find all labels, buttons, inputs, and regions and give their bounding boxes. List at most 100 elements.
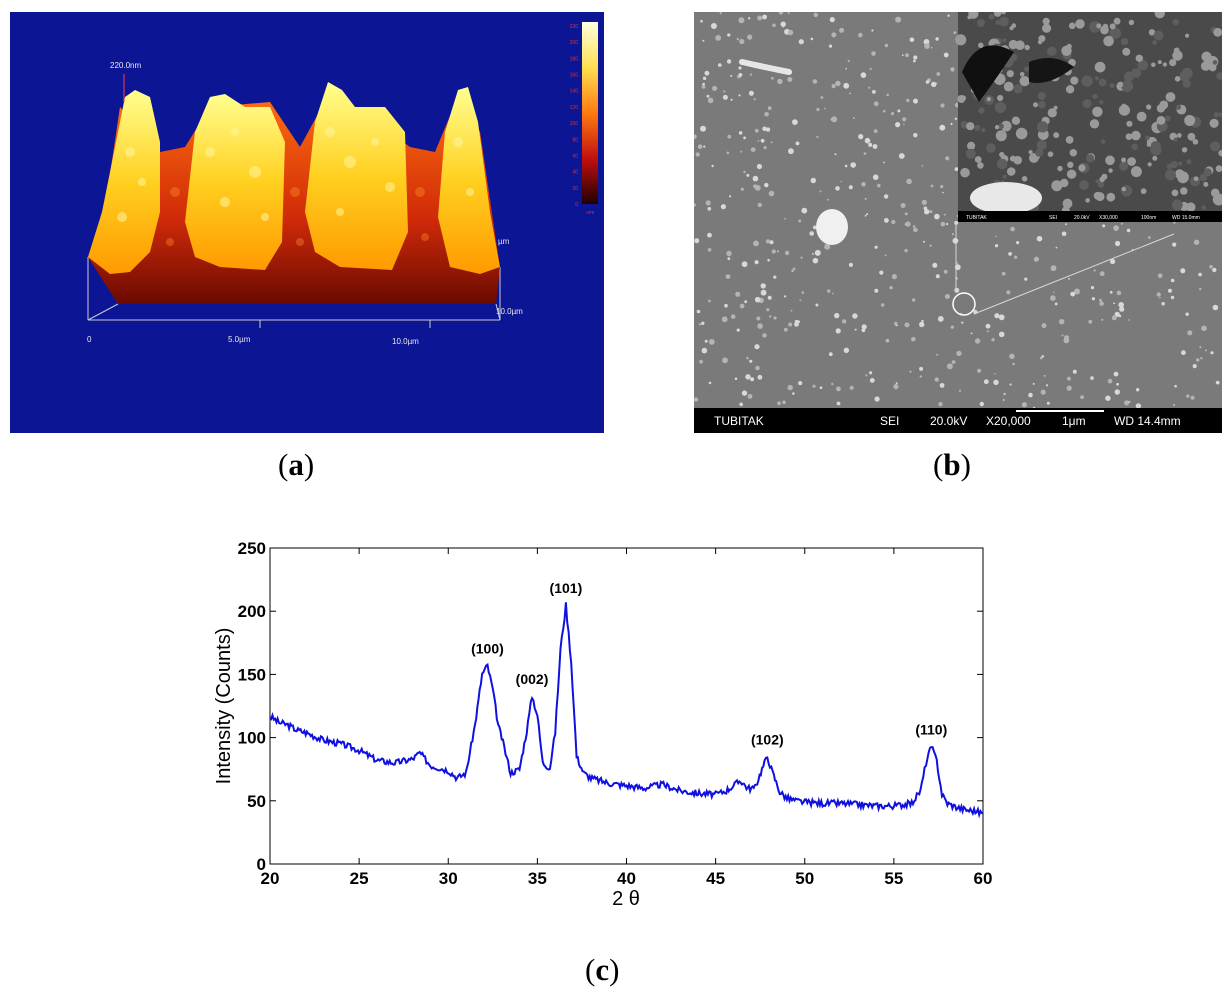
sem-particle (1032, 382, 1035, 385)
sem-particle (824, 243, 831, 250)
sem-particle (815, 303, 819, 307)
sem-inset-particle (1165, 169, 1176, 181)
sem-particle (873, 129, 878, 133)
sem-particle (850, 162, 856, 168)
sem-particle (747, 34, 753, 40)
sem-inset-particle (999, 151, 1005, 158)
sem-debris-rod (739, 59, 792, 75)
sem-particle (800, 256, 803, 259)
sem-inset-particle (1130, 166, 1142, 178)
sem-inset-particle (1060, 178, 1069, 188)
sem-highlight-circle (952, 292, 976, 316)
sem-particle (771, 76, 774, 80)
sem-particle (720, 204, 726, 210)
sem-particle (748, 90, 754, 96)
sem-inset-particle (1131, 130, 1141, 141)
sem-inset-particle (1174, 76, 1181, 82)
sem-particle (924, 43, 930, 49)
sem-particle (1147, 236, 1151, 239)
y-axis-ticks: 0 50 100 150 200 250 (238, 539, 983, 874)
sem-inset-kv: 20.0kV (1074, 215, 1090, 221)
sem-particle (906, 178, 912, 185)
sem-particle (991, 338, 995, 342)
sem-particle (852, 313, 858, 319)
sem-particle (812, 384, 816, 388)
sem-particle (1050, 265, 1057, 272)
sem-inset-particle (1081, 75, 1093, 87)
sem-inset-particle (1212, 193, 1222, 206)
sem-particle (1185, 312, 1189, 316)
sem-particle (1180, 268, 1186, 274)
sem-particle (872, 144, 878, 149)
sem-particle (1003, 392, 1006, 396)
afm-colorbar-tick: 0 (575, 202, 578, 208)
afm-surface-plot: 220.0nm 0 5.0µm 10.0µm 10.0µm µm 2202001… (87, 22, 598, 346)
sem-particle (1210, 351, 1214, 355)
sem-particle (946, 363, 953, 370)
sem-particle (707, 248, 712, 252)
sem-particle (861, 324, 867, 330)
sem-particle (1070, 291, 1076, 297)
x-tick-label: 35 (528, 869, 547, 888)
sem-particle (843, 347, 850, 353)
sem-inset-particle (1137, 59, 1149, 71)
sem-particle (777, 401, 781, 406)
sem-particle (865, 374, 868, 377)
sem-inset-particle (1037, 121, 1049, 133)
sem-particle (721, 316, 728, 323)
sem-particle (712, 85, 718, 91)
sem-particle (848, 262, 853, 267)
afm-ridge-4 (438, 87, 500, 274)
sem-particle (788, 148, 794, 155)
sem-particle (704, 70, 710, 76)
afm-colorbar-tick: 140 (570, 89, 579, 95)
sem-particle (706, 94, 710, 98)
sem-particle (935, 37, 939, 41)
sem-particle (700, 125, 706, 132)
sem-particle (995, 235, 997, 238)
sem-particle (718, 63, 722, 67)
sem-inset-particle (967, 15, 972, 20)
sem-inset-particle (1021, 176, 1028, 182)
sem-inset-particle (1019, 76, 1030, 87)
sem-inset-particle (1047, 46, 1057, 56)
sem-particle (810, 177, 816, 184)
sem-inset-particle (1042, 23, 1052, 33)
sem-particle (831, 84, 836, 89)
sem-particle (1107, 378, 1113, 384)
sem-particle (1159, 296, 1161, 299)
afm-colorbar-tick: 120 (570, 105, 579, 111)
sem-particle (738, 131, 743, 135)
sem-particle (798, 381, 803, 386)
sem-particle (970, 332, 973, 335)
sem-particle (701, 347, 708, 354)
sem-particle (1024, 277, 1028, 281)
sem-particle (753, 98, 756, 101)
afm-colorbar (582, 22, 598, 204)
sem-particle (725, 274, 731, 279)
sem-particle (1205, 349, 1207, 352)
y-axis-label: Intensity (Counts) (213, 628, 235, 785)
sem-particle (701, 85, 706, 89)
sem-inset-particle (1121, 157, 1127, 163)
sem-org-label: TUBITAK (714, 414, 764, 428)
sem-particle (707, 97, 714, 104)
sem-kv-label: 20.0kV (930, 414, 967, 428)
sem-inset-particle (1085, 198, 1090, 203)
sem-particle (998, 331, 1005, 338)
afm-colorbar-tick: 100 (570, 121, 579, 127)
sem-particle (1064, 335, 1069, 341)
sem-particle (792, 392, 795, 395)
sem-particle (839, 27, 845, 33)
sem-inset-particle (1047, 151, 1054, 157)
sem-particle (754, 128, 759, 133)
afm-colorbar-tick: 60 (572, 153, 578, 159)
xrd-chart-svg: 0 50 100 150 200 250 20 25 30 35 40 45 50 55 60 (100)… (213, 539, 992, 910)
sem-particle (1001, 271, 1006, 276)
x-tick-label: 45 (706, 869, 725, 888)
afm-ridge-2 (185, 94, 285, 270)
sem-particle (919, 321, 925, 328)
sem-particle (801, 291, 805, 294)
sem-particle (889, 286, 893, 290)
sem-inset-scale: 100nm (1141, 215, 1156, 221)
